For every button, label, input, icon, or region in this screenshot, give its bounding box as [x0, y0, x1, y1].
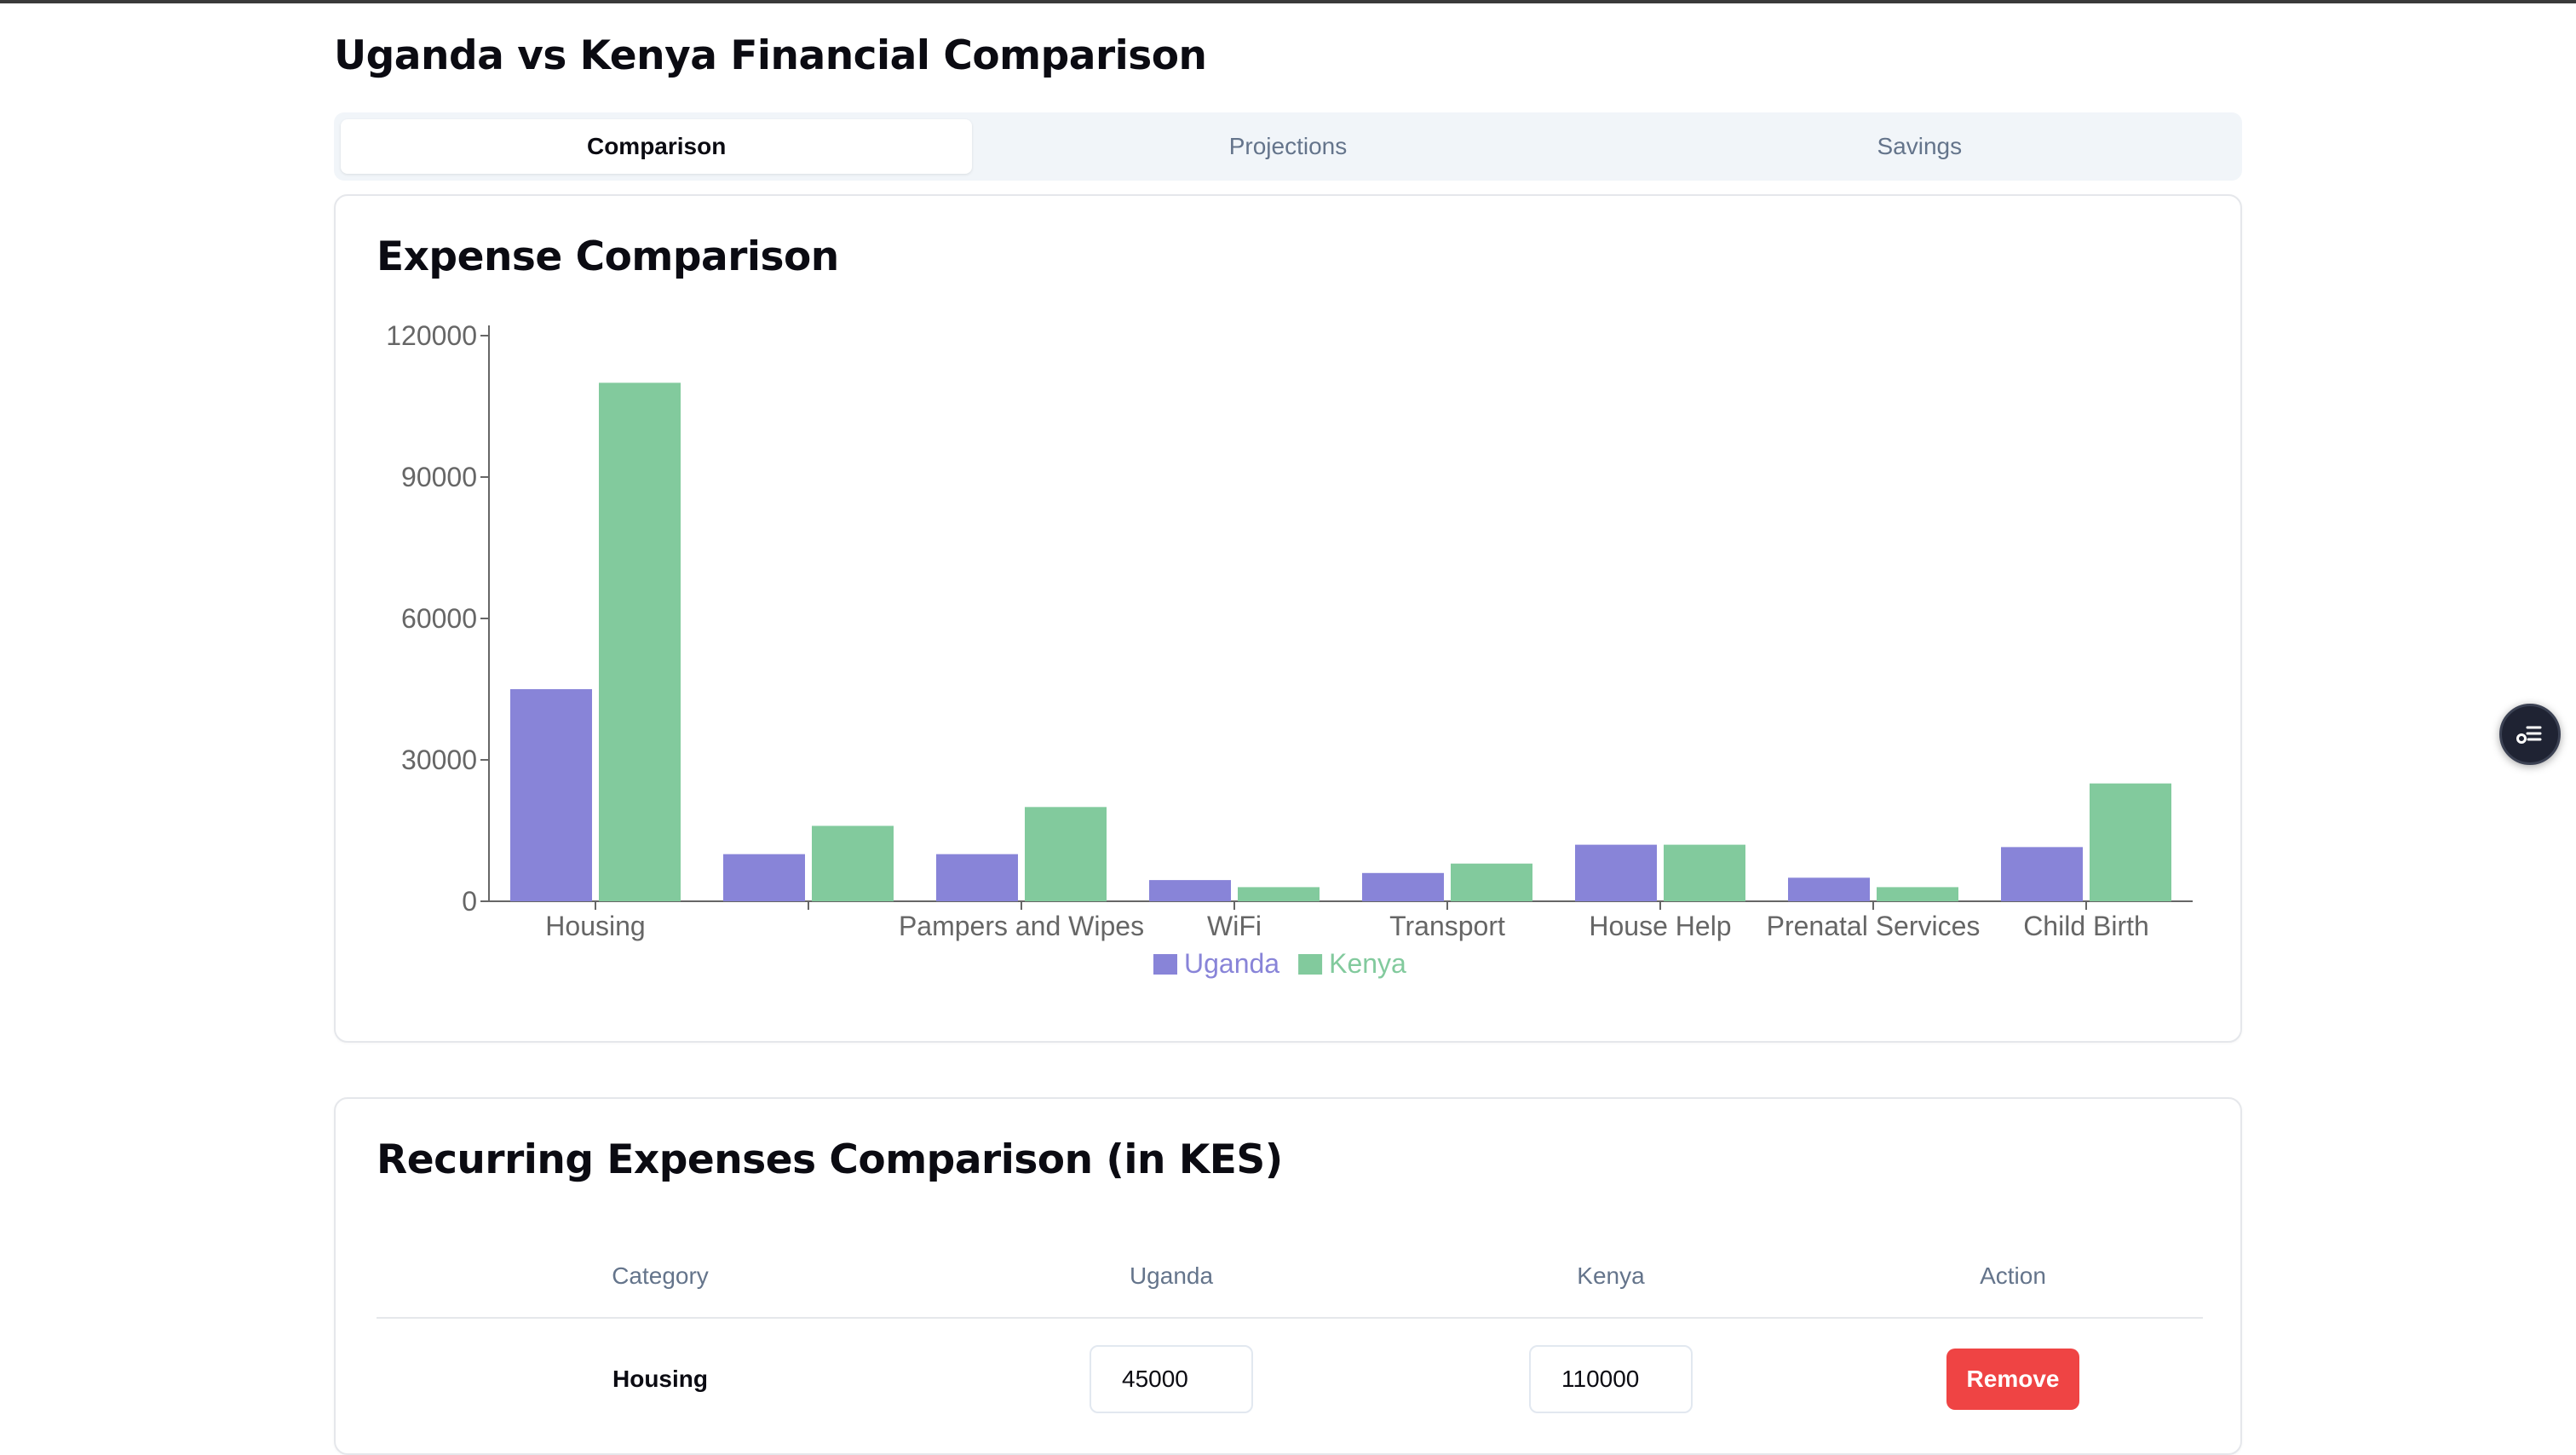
tab-list: Comparison Projections Savings: [334, 112, 2242, 181]
bar-uganda: [1788, 877, 1870, 901]
x-tick-label: Housing: [545, 911, 645, 941]
page-title: Uganda vs Kenya Financial Comparison: [334, 32, 1207, 79]
y-tick-label: 0: [462, 886, 477, 917]
bar-uganda: [1575, 844, 1657, 901]
bar-uganda: [510, 689, 592, 901]
x-tick-label: WiFi: [1207, 911, 1262, 941]
bar-uganda: [1362, 872, 1444, 901]
header-action: Action: [1980, 1262, 2046, 1289]
table-row: Housing Remove: [377, 1319, 2203, 1440]
y-tick-label: 60000: [401, 603, 477, 634]
expense-comparison-title: Expense Comparison: [377, 233, 839, 280]
tab-projections[interactable]: Projections: [1228, 133, 1348, 159]
x-tick-label: House Help: [1589, 911, 1731, 941]
x-tick-label: Pampers and Wipes: [899, 911, 1144, 941]
bar-uganda: [936, 854, 1018, 901]
floating-action-button[interactable]: [2499, 704, 2561, 765]
legend-swatch-uganda: [1153, 954, 1177, 975]
bar-uganda: [1149, 880, 1231, 901]
row-category: Housing: [612, 1366, 708, 1392]
kenya-amount-input[interactable]: [1529, 1345, 1693, 1413]
bar-kenya: [1877, 887, 1958, 901]
legend-label-uganda: Uganda: [1184, 948, 1279, 979]
x-tick-label: Transport: [1389, 911, 1505, 941]
x-tick-label: Child Birth: [2023, 911, 2149, 941]
bar-kenya: [1238, 887, 1320, 901]
bar-kenya: [2090, 783, 2171, 901]
header-kenya: Kenya: [1577, 1262, 1645, 1289]
y-tick-label: 30000: [401, 745, 477, 775]
recurring-expenses-card: Recurring Expenses Comparison (in KES) C…: [334, 1097, 2242, 1455]
bar-kenya: [1451, 863, 1532, 901]
expense-comparison-card: Expense Comparison 0 30000 60000 90000 12000…: [334, 194, 2242, 1043]
recurring-expenses-title: Recurring Expenses Comparison (in KES): [377, 1136, 1283, 1183]
legend-label-kenya: Kenya: [1329, 948, 1406, 979]
y-tick-label: 120000: [386, 320, 477, 351]
remove-button[interactable]: Remove: [1946, 1349, 2079, 1410]
y-tick-label: 90000: [401, 462, 477, 492]
table-header-row: Category Uganda Kenya Action: [377, 1235, 2203, 1319]
header-category: Category: [612, 1262, 709, 1289]
uganda-amount-input[interactable]: [1090, 1345, 1253, 1413]
expense-comparison-chart: 0 30000 60000 90000 120000 Housing Pampers and…: [386, 320, 2193, 979]
bar-kenya: [1025, 807, 1107, 901]
bar-kenya: [1664, 844, 1745, 901]
tab-comparison[interactable]: Comparison: [341, 119, 973, 174]
expenses-table: Category Uganda Kenya Action Housing Rem…: [377, 1235, 2203, 1440]
bar-kenya: [812, 825, 894, 901]
bar-kenya: [599, 382, 681, 901]
header-uganda: Uganda: [1129, 1262, 1214, 1289]
x-tick-label: Prenatal Services: [1767, 911, 1981, 941]
bar-uganda: [2001, 847, 2083, 901]
filter-list-icon: [2516, 726, 2542, 744]
legend-swatch-kenya: [1298, 954, 1323, 975]
window-top-border: [0, 0, 2576, 3]
tab-savings[interactable]: Savings: [1877, 133, 1963, 159]
bar-uganda: [723, 854, 805, 901]
